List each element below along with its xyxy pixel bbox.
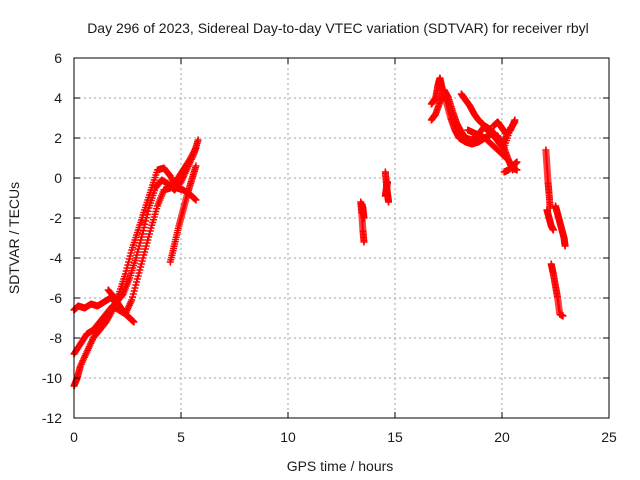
- data-point: [561, 242, 569, 250]
- y-tick-label: 0: [54, 170, 62, 186]
- x-axis-label: GPS time / hours: [287, 458, 394, 474]
- data-point: [513, 158, 521, 166]
- data-point: [384, 178, 392, 186]
- x-tick-labels: 0 5 10 15 20 25: [70, 429, 617, 445]
- y-tick-label: 4: [54, 90, 62, 106]
- y-tick-label: 6: [54, 50, 62, 66]
- x-tick-label: 15: [387, 429, 403, 445]
- y-tick-label: -4: [50, 250, 63, 266]
- data-point: [138, 230, 146, 238]
- data-point: [192, 196, 200, 204]
- data-point: [192, 162, 200, 170]
- y-tick-label: -6: [50, 290, 63, 306]
- y-tick-label: -8: [50, 330, 63, 346]
- y-tick-label: -10: [42, 370, 62, 386]
- y-axis-label: SDTVAR / TECUs: [6, 182, 22, 294]
- data-point: [130, 318, 138, 326]
- data-point: [191, 146, 199, 153]
- y-tick-labels: -12 -10 -8 -6 -4 -2 0 2 4 6: [42, 50, 62, 426]
- x-tick-label: 20: [494, 429, 510, 445]
- data-point: [360, 238, 368, 246]
- y-tick-label: 2: [54, 130, 62, 146]
- x-tick-label: 10: [280, 429, 296, 445]
- plot-frame: [73, 57, 610, 419]
- y-tick-label: -2: [50, 210, 63, 226]
- data-point: [559, 312, 567, 320]
- data-point: [385, 198, 393, 206]
- x-tick-label: 25: [601, 429, 617, 445]
- grid-lines: [74, 58, 609, 418]
- x-tick-label: 5: [177, 429, 185, 445]
- axis-ticks: [73, 57, 610, 419]
- data-point: [549, 226, 557, 234]
- chart-title: Day 296 of 2023, Sidereal Day-to-day VTE…: [87, 20, 589, 36]
- x-tick-label: 0: [70, 429, 78, 445]
- data-point: [360, 214, 368, 222]
- data-point: [511, 116, 519, 124]
- data-point: [142, 217, 150, 225]
- data-point: [194, 136, 202, 144]
- data-points: [70, 74, 569, 390]
- y-tick-label: -12: [42, 410, 62, 426]
- data-point: [144, 207, 152, 215]
- data-point: [192, 144, 200, 152]
